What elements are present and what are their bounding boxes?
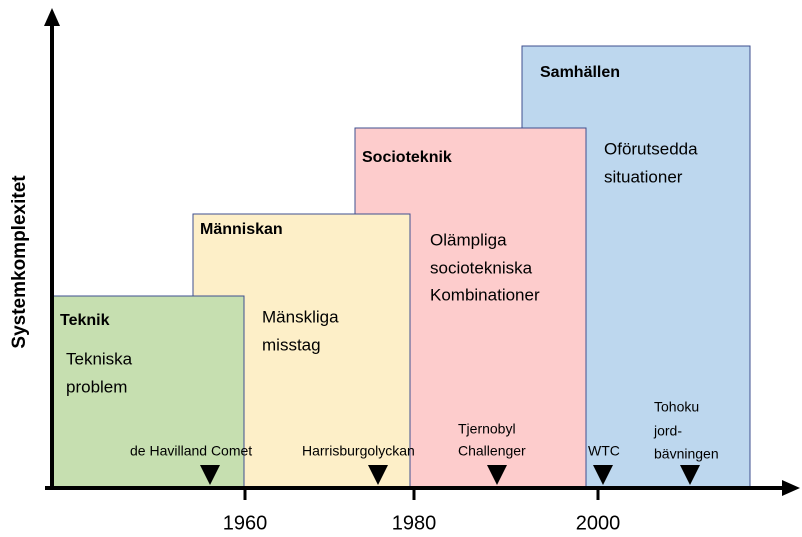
box-text: misstag [262,335,321,354]
x-axis-arrow [782,480,800,496]
box-text: situationer [604,167,683,186]
event-label: Challenger [458,443,526,459]
x-tick-label: 1980 [392,512,437,534]
box-text: sociotekniska [430,258,533,277]
event-marker [680,465,700,485]
box-title: Samhällen [540,64,620,81]
event-label: Tjernobyl [458,421,516,437]
box-text: Mänskliga [262,307,339,326]
event-label: Tohoku [654,399,699,415]
box-title: Socioteknik [362,149,452,166]
event-marker [487,465,507,485]
box-text: Kombinationer [430,285,540,304]
box-text: problem [66,377,127,396]
box-title: Teknik [60,312,110,329]
box-teknik [51,295,245,489]
event-marker [368,465,388,485]
event-label: Harrisburgolyckan [302,443,415,459]
event-marker [593,465,613,485]
box-text: Oförutsedda [604,139,698,158]
box-text: Olämpliga [430,230,507,249]
x-tick-label: 1960 [223,512,268,534]
y-axis-arrow [44,8,60,26]
event-label: jord- [653,423,682,439]
y-axis-label: Systemkomplexitet [9,175,30,349]
event-label: WTC [588,443,620,459]
event-marker [200,465,220,485]
box-title: Människan [200,221,283,238]
box-text: Tekniska [66,349,133,368]
event-label: de Havilland Comet [130,443,252,459]
x-tick-label: 2000 [576,512,621,534]
event-label: bävningen [654,446,719,462]
